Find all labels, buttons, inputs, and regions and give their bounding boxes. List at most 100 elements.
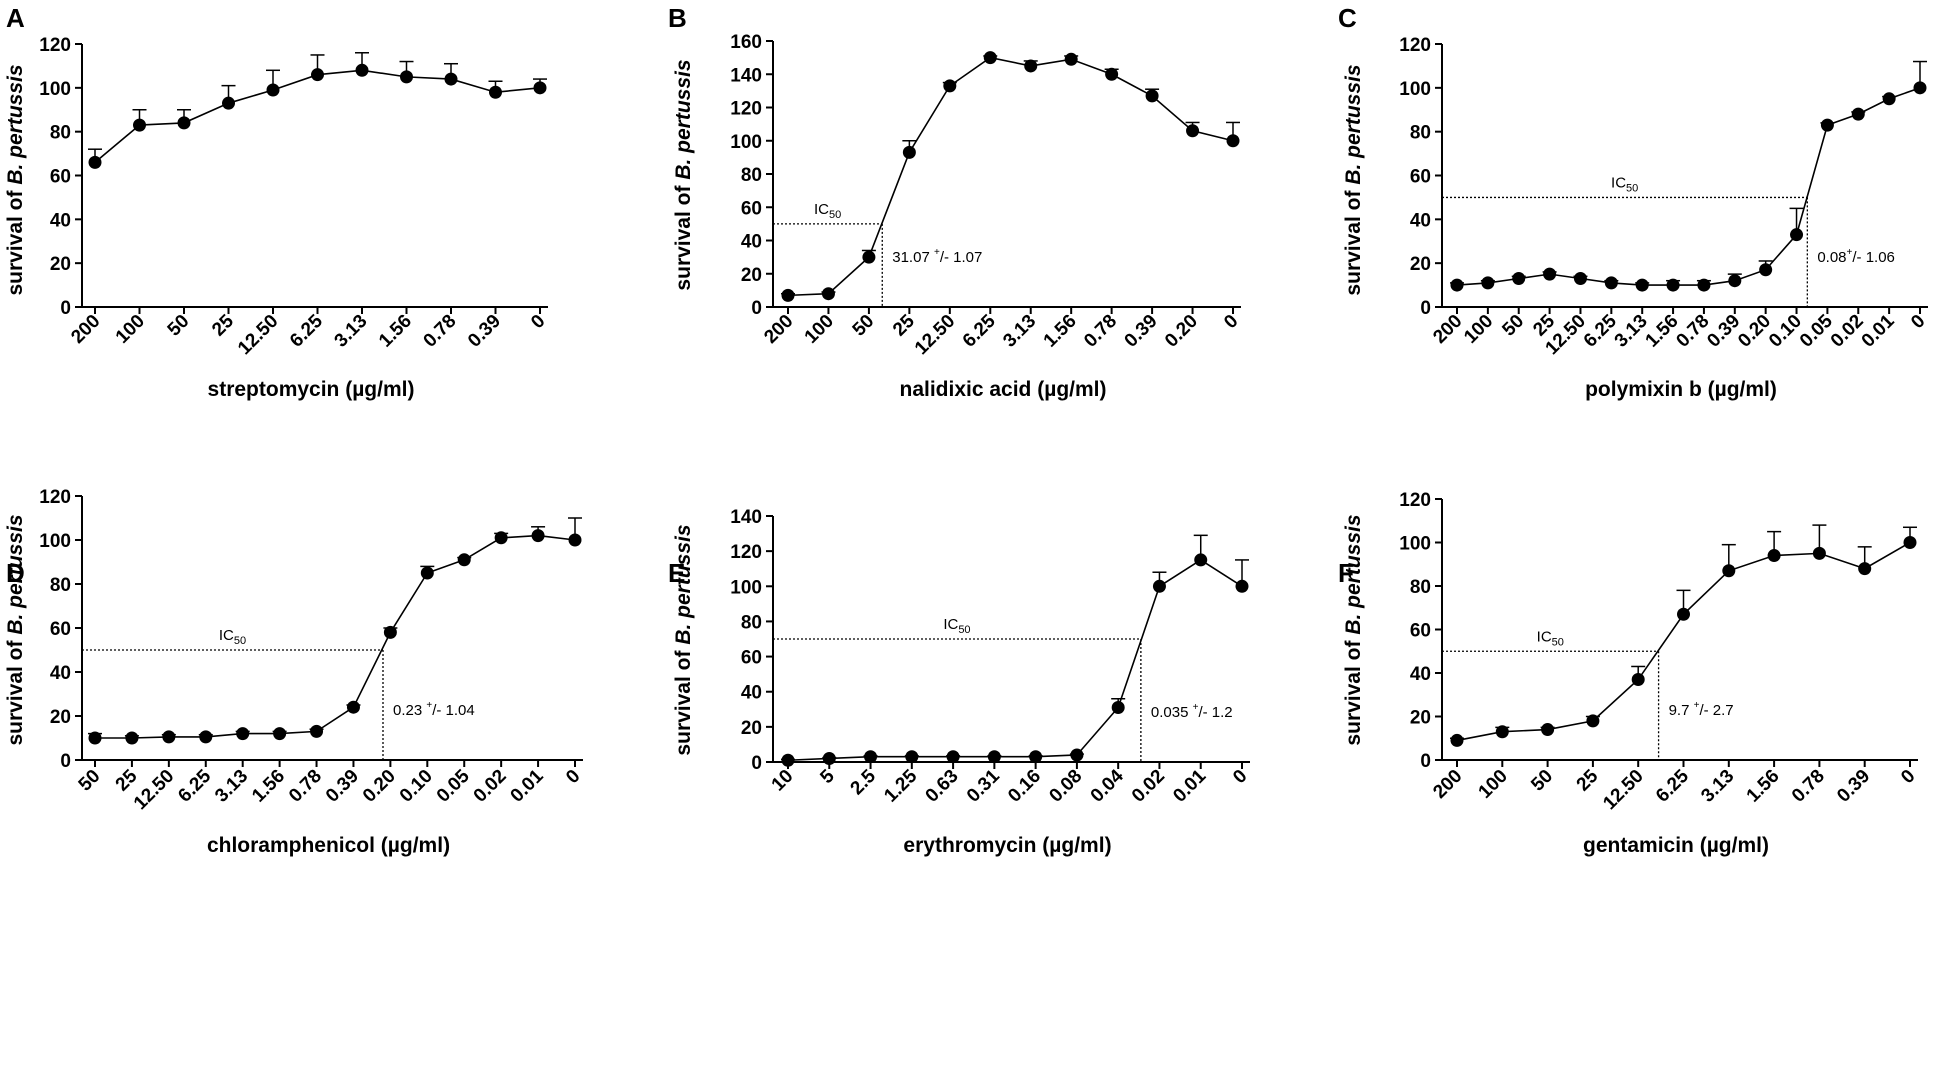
data-point — [862, 250, 876, 264]
data-point — [494, 531, 508, 545]
y-tick-label: 40 — [1410, 664, 1431, 685]
data-point — [1666, 278, 1680, 292]
data-point — [821, 287, 835, 301]
ic50-value-sup: + — [1694, 700, 1700, 711]
y-tick-label: 120 — [1399, 35, 1431, 56]
y-tick-label: 100 — [1399, 534, 1431, 555]
ic50-value-annotation: 0.08+/- 1.06 — [1817, 247, 1895, 266]
data-point — [822, 751, 836, 765]
y-axis-title-italic: B. pertussis — [672, 524, 695, 644]
y-tick-label: 160 — [730, 32, 762, 53]
data-point — [1450, 733, 1464, 747]
y-tick-label: 0 — [1420, 751, 1431, 772]
x-axis-title: polymixin b (µg/ml) — [1585, 378, 1777, 401]
data-point — [310, 724, 324, 738]
y-tick-label: 80 — [50, 123, 71, 144]
ic50-value-rest: /- 2.7 — [1699, 702, 1733, 719]
data-point — [1586, 714, 1600, 728]
data-point — [1820, 118, 1834, 132]
data-point — [457, 553, 471, 567]
y-tick-label: 40 — [50, 663, 71, 684]
data-point — [1481, 276, 1495, 290]
y-axis-title-text: survival of — [672, 645, 695, 756]
y-tick-label: 40 — [741, 683, 762, 704]
data-point — [1145, 89, 1159, 103]
data-point — [531, 529, 545, 543]
ic50-label-subscript: 50 — [829, 209, 841, 221]
ic50-label-subscript: 50 — [234, 635, 246, 647]
data-point — [1111, 701, 1125, 715]
data-point — [489, 85, 502, 99]
ic50-value-annotation: 31.07 +/- 1.07 — [892, 247, 982, 266]
y-tick-label: 80 — [741, 612, 762, 633]
y-tick-label: 20 — [50, 707, 71, 728]
data-point — [125, 731, 139, 745]
y-tick-label: 80 — [1410, 577, 1431, 598]
y-tick-label: 100 — [39, 79, 71, 100]
y-tick-label: 80 — [50, 575, 71, 596]
ic50-label-text: IC — [943, 616, 958, 633]
y-tick-label: 100 — [730, 132, 762, 153]
y-tick-label: 20 — [741, 718, 762, 739]
y-tick-label: 0 — [60, 298, 71, 319]
y-axis-title: survival of B. pertussis — [672, 524, 695, 755]
data-point — [1697, 278, 1711, 292]
data-point — [400, 70, 413, 84]
y-tick-label: 60 — [1410, 167, 1431, 188]
data-point — [781, 288, 795, 302]
data-point — [902, 145, 916, 159]
data-point — [236, 727, 250, 741]
y-tick-label: 100 — [1399, 79, 1431, 100]
data-point — [311, 68, 324, 82]
y-tick-label: 120 — [730, 99, 762, 120]
y-axis-title-text: survival of — [1342, 635, 1365, 746]
data-point — [1573, 272, 1587, 286]
x-axis-title: streptomycin (µg/ml) — [208, 378, 415, 401]
ic50-label-subscript: 50 — [1552, 636, 1564, 648]
x-axis-title: erythromycin (µg/ml) — [903, 834, 1111, 857]
y-tick-label: 20 — [741, 265, 762, 286]
ic50-value-rest: /- 1.06 — [1852, 249, 1895, 266]
data-point — [1029, 750, 1043, 764]
data-point — [1882, 92, 1896, 106]
y-tick-label: 0 — [751, 753, 762, 774]
y-tick-label: 100 — [730, 577, 762, 598]
ic50-label: IC50 — [814, 201, 841, 221]
y-axis-title: survival of B. pertussis — [4, 64, 27, 295]
data-point — [222, 96, 235, 110]
data-point — [1105, 67, 1119, 81]
series-line — [1456, 87, 1921, 286]
data-point — [346, 700, 360, 714]
ic50-value-sup: + — [426, 700, 432, 711]
y-tick-label: 60 — [50, 619, 71, 640]
data-point — [1903, 536, 1917, 549]
ic50-label: IC50 — [943, 616, 970, 636]
ic50-label-subscript: 50 — [958, 624, 970, 636]
y-tick-label: 80 — [741, 165, 762, 186]
y-tick-label: 0 — [60, 751, 71, 772]
data-point — [88, 731, 102, 745]
data-point — [568, 533, 582, 547]
y-axis-title: survival of B. pertussis — [1342, 64, 1365, 295]
y-tick-label: 20 — [1410, 708, 1431, 729]
data-point — [1677, 607, 1690, 621]
data-point — [177, 116, 191, 130]
data-point — [533, 81, 547, 95]
ic50-value: 9.7 — [1669, 702, 1694, 719]
y-axis-title: survival of B. pertussis — [672, 59, 695, 290]
ic50-label-text: IC — [219, 627, 234, 644]
x-axis-title: gentamicin (µg/ml) — [1583, 834, 1769, 857]
data-point — [1759, 263, 1773, 277]
ic50-label-subscript: 50 — [1626, 182, 1638, 194]
data-point — [1024, 59, 1038, 73]
y-tick-label: 40 — [741, 232, 762, 253]
data-point — [199, 730, 213, 744]
ic50-label: IC50 — [1537, 628, 1564, 648]
y-axis-title-italic: B. pertussis — [4, 64, 27, 184]
data-point — [383, 625, 397, 639]
x-axis-title: chloramphenicol (µg/ml) — [207, 834, 450, 857]
data-point — [1226, 134, 1240, 148]
